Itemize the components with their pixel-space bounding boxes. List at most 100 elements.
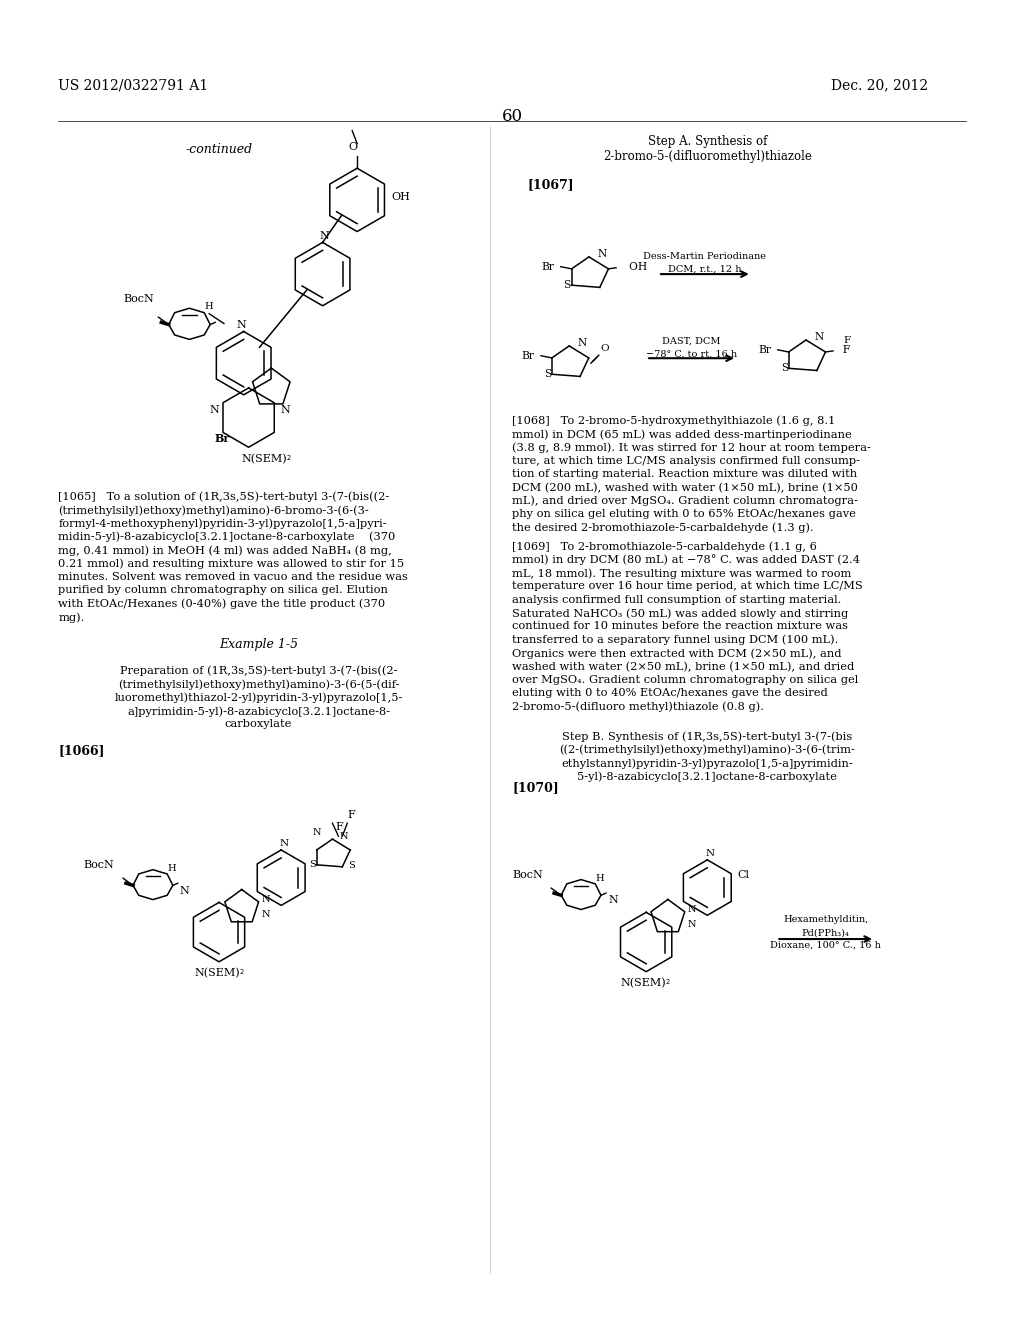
Text: DCM, r.t., 12 h: DCM, r.t., 12 h bbox=[668, 265, 741, 275]
Text: N: N bbox=[261, 895, 270, 904]
Text: S: S bbox=[780, 363, 787, 374]
Text: −78° C. to rt, 16 h: −78° C. to rt, 16 h bbox=[646, 350, 737, 358]
Text: (trimethylsilyl)ethoxy)methyl)amino)-3-(6-(5-(dif-: (trimethylsilyl)ethoxy)methyl)amino)-3-(… bbox=[118, 680, 399, 690]
Text: N(SEM): N(SEM) bbox=[195, 969, 240, 978]
Text: F: F bbox=[837, 345, 851, 355]
Text: midin-5-yl)-8-azabicyclo[3.2.1]octane-8-carboxylate    (370: midin-5-yl)-8-azabicyclo[3.2.1]octane-8-… bbox=[58, 532, 395, 543]
Text: 60: 60 bbox=[502, 108, 522, 125]
Text: (trimethylsilyl)ethoxy)methyl)amino)-6-bromo-3-(6-(3-: (trimethylsilyl)ethoxy)methyl)amino)-6-b… bbox=[58, 506, 369, 516]
Text: N: N bbox=[209, 405, 219, 414]
Text: [1069]   To 2-bromothiazole-5-carbaldehyde (1.1 g, 6: [1069] To 2-bromothiazole-5-carbaldehyde… bbox=[512, 541, 817, 552]
Text: with EtOAc/Hexanes (0-40%) gave the title product (370: with EtOAc/Hexanes (0-40%) gave the titl… bbox=[58, 599, 385, 610]
Text: N: N bbox=[814, 331, 823, 342]
Text: BocN: BocN bbox=[123, 294, 154, 304]
Text: N: N bbox=[608, 895, 618, 906]
Text: [1067]: [1067] bbox=[527, 178, 574, 191]
Text: Br: Br bbox=[521, 351, 535, 360]
Text: S: S bbox=[309, 861, 316, 870]
Text: N: N bbox=[578, 338, 587, 347]
Text: Step B. Synthesis of (1R,3s,5S)-tert-butyl 3-(7-(bis: Step B. Synthesis of (1R,3s,5S)-tert-but… bbox=[562, 731, 852, 742]
Text: 5-yl)-8-azabicyclo[3.2.1]octane-8-carboxylate: 5-yl)-8-azabicyclo[3.2.1]octane-8-carbox… bbox=[578, 771, 838, 781]
Text: OH: OH bbox=[620, 261, 647, 272]
Text: a]pyrimidin-5-yl)-8-azabicyclo[3.2.1]octane-8-: a]pyrimidin-5-yl)-8-azabicyclo[3.2.1]oct… bbox=[127, 706, 390, 717]
Text: transferred to a separatory funnel using DCM (100 mL).: transferred to a separatory funnel using… bbox=[512, 635, 839, 645]
Text: DAST, DCM: DAST, DCM bbox=[663, 337, 721, 346]
Text: (3.8 g, 8.9 mmol). It was stirred for 12 hour at room tempera-: (3.8 g, 8.9 mmol). It was stirred for 12… bbox=[512, 442, 870, 453]
Text: Organics were then extracted with DCM (2×50 mL), and: Organics were then extracted with DCM (2… bbox=[512, 648, 842, 659]
Text: [1065]   To a solution of (1R,3s,5S)-tert-butyl 3-(7-(bis((2-: [1065] To a solution of (1R,3s,5S)-tert-… bbox=[58, 492, 389, 503]
Text: washed with water (2×50 mL), brine (1×50 mL), and dried: washed with water (2×50 mL), brine (1×50… bbox=[512, 661, 854, 672]
Text: F: F bbox=[336, 822, 343, 832]
Text: N: N bbox=[319, 231, 330, 242]
Text: mL, 18 mmol). The resulting mixture was warmed to room: mL, 18 mmol). The resulting mixture was … bbox=[512, 568, 851, 578]
Text: tion of starting material. Reaction mixture was diluted with: tion of starting material. Reaction mixt… bbox=[512, 469, 857, 479]
Text: N: N bbox=[687, 920, 696, 929]
Text: mg, 0.41 mmol) in MeOH (4 ml) was added NaBH₄ (8 mg,: mg, 0.41 mmol) in MeOH (4 ml) was added … bbox=[58, 545, 392, 556]
Text: eluting with 0 to 40% EtOAc/hexanes gave the desired: eluting with 0 to 40% EtOAc/hexanes gave… bbox=[512, 688, 827, 698]
Text: F: F bbox=[347, 810, 355, 820]
Text: -continued: -continued bbox=[185, 144, 253, 156]
Text: N: N bbox=[687, 906, 696, 915]
Text: N: N bbox=[281, 405, 290, 414]
Text: Br: Br bbox=[542, 261, 554, 272]
Text: Dioxane, 100° C., 16 h: Dioxane, 100° C., 16 h bbox=[770, 941, 881, 950]
Text: formyl-4-methoxyphenyl)pyridin-3-yl)pyrazolo[1,5-a]pyri-: formyl-4-methoxyphenyl)pyridin-3-yl)pyra… bbox=[58, 519, 387, 529]
Text: [1068]   To 2-bromo-5-hydroxymethylthiazole (1.6 g, 8.1: [1068] To 2-bromo-5-hydroxymethylthiazol… bbox=[512, 416, 836, 426]
Text: phy on silica gel eluting with 0 to 65% EtOAc/hexanes gave: phy on silica gel eluting with 0 to 65% … bbox=[512, 510, 856, 519]
Text: Preparation of (1R,3s,5S)-tert-butyl 3-(7-(bis((2-: Preparation of (1R,3s,5S)-tert-butyl 3-(… bbox=[120, 665, 397, 676]
Text: H: H bbox=[204, 302, 213, 310]
Text: N: N bbox=[237, 319, 247, 330]
Text: N: N bbox=[280, 840, 289, 847]
Text: minutes. Solvent was removed in vacuo and the residue was: minutes. Solvent was removed in vacuo an… bbox=[58, 572, 409, 582]
Text: N(SEM): N(SEM) bbox=[242, 454, 288, 465]
Text: US 2012/0322791 A1: US 2012/0322791 A1 bbox=[58, 78, 208, 92]
Text: continued for 10 minutes before the reaction mixture was: continued for 10 minutes before the reac… bbox=[512, 622, 848, 631]
Text: Dec. 20, 2012: Dec. 20, 2012 bbox=[830, 78, 928, 92]
Text: N: N bbox=[179, 886, 189, 895]
Text: Saturated NaHCO₃ (50 mL) was added slowly and stirring: Saturated NaHCO₃ (50 mL) was added slowl… bbox=[512, 609, 848, 619]
Text: BocN: BocN bbox=[84, 859, 115, 870]
Text: N: N bbox=[706, 849, 715, 858]
Text: carboxylate: carboxylate bbox=[225, 719, 292, 730]
Text: H: H bbox=[596, 874, 604, 883]
Text: S: S bbox=[563, 280, 570, 290]
Text: N: N bbox=[340, 832, 348, 841]
Text: N(SEM): N(SEM) bbox=[621, 978, 667, 989]
Text: 2-bromo-5-(difluoro methyl)thiazole (0.8 g).: 2-bromo-5-(difluoro methyl)thiazole (0.8… bbox=[512, 701, 764, 711]
Text: S: S bbox=[348, 861, 355, 870]
Text: mmol) in dry DCM (80 mL) at −78° C. was added DAST (2.4: mmol) in dry DCM (80 mL) at −78° C. was … bbox=[512, 554, 860, 565]
Text: ethylstannyl)pyridin-3-yl)pyrazolo[1,5-a]pyrimidin-: ethylstannyl)pyridin-3-yl)pyrazolo[1,5-a… bbox=[561, 758, 853, 768]
Text: ture, at which time LC/MS analysis confirmed full consump-: ture, at which time LC/MS analysis confi… bbox=[512, 455, 860, 466]
Text: N: N bbox=[261, 911, 270, 919]
Text: N: N bbox=[312, 828, 322, 837]
Text: ((2-(trimethylsilyl)ethoxy)methyl)amino)-3-(6-(trim-: ((2-(trimethylsilyl)ethoxy)methyl)amino)… bbox=[559, 744, 855, 755]
Text: OH: OH bbox=[391, 191, 411, 202]
Text: Example 1-5: Example 1-5 bbox=[219, 638, 298, 651]
Text: the desired 2-bromothiazole-5-carbaldehyde (1.3 g).: the desired 2-bromothiazole-5-carbaldehy… bbox=[512, 523, 814, 533]
Text: $_2$: $_2$ bbox=[239, 968, 245, 978]
Text: Step A. Synthesis of: Step A. Synthesis of bbox=[647, 136, 767, 148]
Text: Cl: Cl bbox=[737, 870, 749, 879]
Text: F: F bbox=[844, 337, 851, 346]
Text: purified by column chromatography on silica gel. Elution: purified by column chromatography on sil… bbox=[58, 585, 388, 595]
Text: mg).: mg). bbox=[58, 612, 85, 623]
Text: N: N bbox=[597, 248, 606, 259]
Text: Hexamethylditin,: Hexamethylditin, bbox=[783, 915, 868, 924]
Text: [1066]: [1066] bbox=[58, 744, 104, 756]
Text: $_2$: $_2$ bbox=[665, 978, 671, 987]
Text: Br: Br bbox=[214, 433, 229, 445]
Text: luoromethyl)thiazol-2-yl)pyridin-3-yl)pyrazolo[1,5-: luoromethyl)thiazol-2-yl)pyridin-3-yl)py… bbox=[115, 693, 402, 704]
Text: temperature over 16 hour time period, at which time LC/MS: temperature over 16 hour time period, at… bbox=[512, 581, 863, 591]
Text: O: O bbox=[601, 345, 609, 354]
Text: Br: Br bbox=[759, 345, 771, 355]
Text: analysis confirmed full consumption of starting material.: analysis confirmed full consumption of s… bbox=[512, 595, 842, 605]
Text: O: O bbox=[348, 143, 357, 152]
Text: Pd(PPh₃)₄: Pd(PPh₃)₄ bbox=[802, 928, 850, 937]
Text: S: S bbox=[544, 370, 551, 379]
Text: mL), and dried over MgSO₄. Gradient column chromatogra-: mL), and dried over MgSO₄. Gradient colu… bbox=[512, 496, 858, 507]
Text: $_2$: $_2$ bbox=[286, 453, 292, 463]
Text: [1070]: [1070] bbox=[512, 781, 559, 795]
Text: 2-bromo-5-(difluoromethyl)thiazole: 2-bromo-5-(difluoromethyl)thiazole bbox=[603, 150, 812, 164]
Text: H: H bbox=[168, 863, 176, 873]
Text: DCM (200 mL), washed with water (1×50 mL), brine (1×50: DCM (200 mL), washed with water (1×50 mL… bbox=[512, 482, 858, 492]
